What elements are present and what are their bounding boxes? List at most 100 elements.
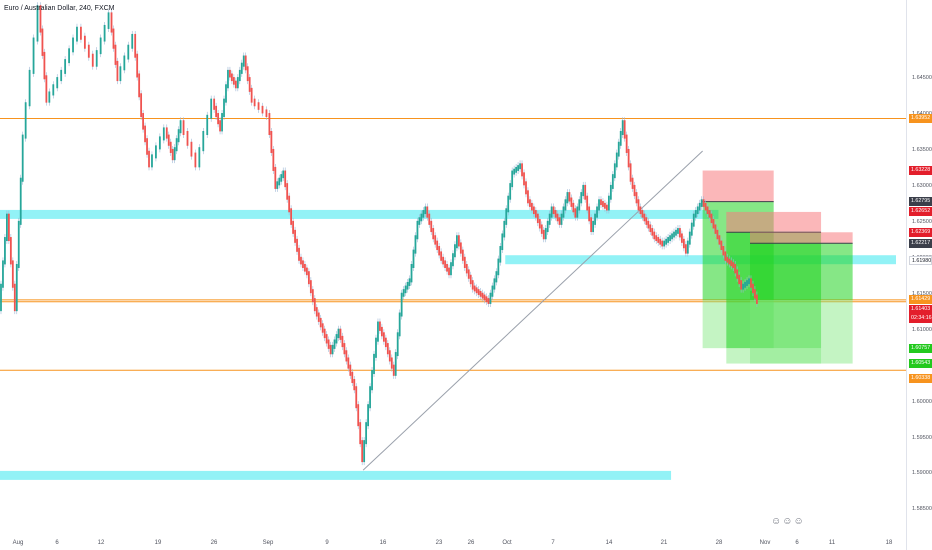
candle-body [363, 440, 366, 463]
candle-body [613, 163, 616, 179]
candle-body [165, 127, 168, 139]
candle-body [682, 238, 685, 249]
candle-body [692, 213, 695, 227]
candle-body [313, 298, 316, 312]
candle-body [382, 332, 385, 342]
candle-body [400, 292, 403, 317]
candle-body [434, 235, 437, 245]
candle-body [388, 350, 391, 362]
support-zone [0, 470, 672, 480]
candle-body [728, 258, 731, 265]
candle-body [284, 170, 287, 188]
candle-body [750, 278, 752, 288]
candle-body [268, 113, 271, 135]
candle-body [473, 285, 476, 292]
candle-body [461, 249, 464, 261]
candle-body [580, 192, 583, 204]
candle-body [24, 102, 27, 139]
candle-body [231, 73, 233, 82]
candle-body [307, 271, 310, 285]
candle-body [511, 170, 514, 188]
candle-body [134, 33, 137, 58]
candle-body [667, 237, 669, 243]
stop-zone [702, 170, 774, 202]
time-tick-label: 19 [154, 540, 162, 546]
candle-body [686, 240, 689, 254]
price-tag: 1.61429 [909, 295, 932, 305]
candle-body [179, 120, 182, 134]
candle-body [379, 321, 381, 331]
candle-body [410, 264, 413, 283]
time-tick-label: 16 [379, 540, 387, 546]
candle-body [570, 197, 573, 207]
candle-body [491, 285, 494, 297]
candle-body [677, 228, 679, 234]
candle-body [619, 131, 622, 146]
candle-body [532, 206, 535, 215]
candle-body [611, 174, 614, 189]
candle-body [136, 53, 139, 78]
time-tick-label: 23 [435, 540, 443, 546]
candle-body [720, 240, 723, 251]
candle-body [633, 184, 636, 197]
candle-body [600, 199, 602, 206]
candle-body [513, 168, 516, 175]
candle-body [349, 364, 352, 376]
candle-body [673, 231, 675, 238]
candle-body [517, 165, 519, 171]
candle-body [327, 339, 330, 349]
candle-body [213, 98, 216, 110]
candle-body [558, 217, 561, 225]
candle-body [227, 69, 229, 89]
candle-body [406, 281, 409, 290]
stop-zone [750, 232, 853, 244]
candle-body [527, 190, 529, 204]
candle-body [481, 292, 484, 299]
candle-body [48, 91, 51, 103]
candle-body [718, 235, 721, 245]
candle-body [424, 206, 427, 215]
candle-body [244, 55, 247, 71]
candle-body [369, 386, 371, 409]
candle-body [87, 44, 90, 58]
candle-body [653, 231, 656, 240]
candle-body [552, 206, 555, 215]
candle-body [706, 206, 709, 215]
candle-body [459, 242, 462, 254]
candle-body [643, 213, 646, 222]
candle-body [371, 370, 373, 391]
time-tick-label: Nov [759, 540, 771, 546]
candle-body [2, 260, 4, 288]
candle-body [631, 177, 634, 189]
candle-body [661, 240, 664, 247]
time-tick-label: 7 [551, 540, 555, 546]
candle-body [738, 274, 741, 285]
candle-body [734, 264, 737, 274]
candle-body [300, 256, 302, 265]
candle-body [463, 256, 466, 268]
candle-body [242, 55, 245, 67]
candle-body [236, 77, 239, 89]
candle-body [534, 210, 537, 218]
candle-body [140, 93, 143, 118]
candle-body [6, 213, 8, 242]
candle-body [457, 235, 460, 247]
candle-body [568, 192, 571, 202]
candle-body [325, 334, 328, 344]
candle-body [250, 87, 253, 103]
candle-body [602, 201, 604, 207]
candle-body [489, 292, 492, 304]
candle-body [221, 113, 223, 132]
candle-body [576, 206, 579, 218]
candle-body [560, 213, 563, 225]
candle-body [304, 264, 306, 272]
candle-body [637, 199, 640, 211]
candle-body [515, 166, 518, 173]
candle-body [103, 24, 106, 42]
candle-body [202, 131, 205, 152]
candle-body [487, 298, 490, 304]
candle-body [521, 163, 523, 177]
candle-body [162, 127, 165, 141]
